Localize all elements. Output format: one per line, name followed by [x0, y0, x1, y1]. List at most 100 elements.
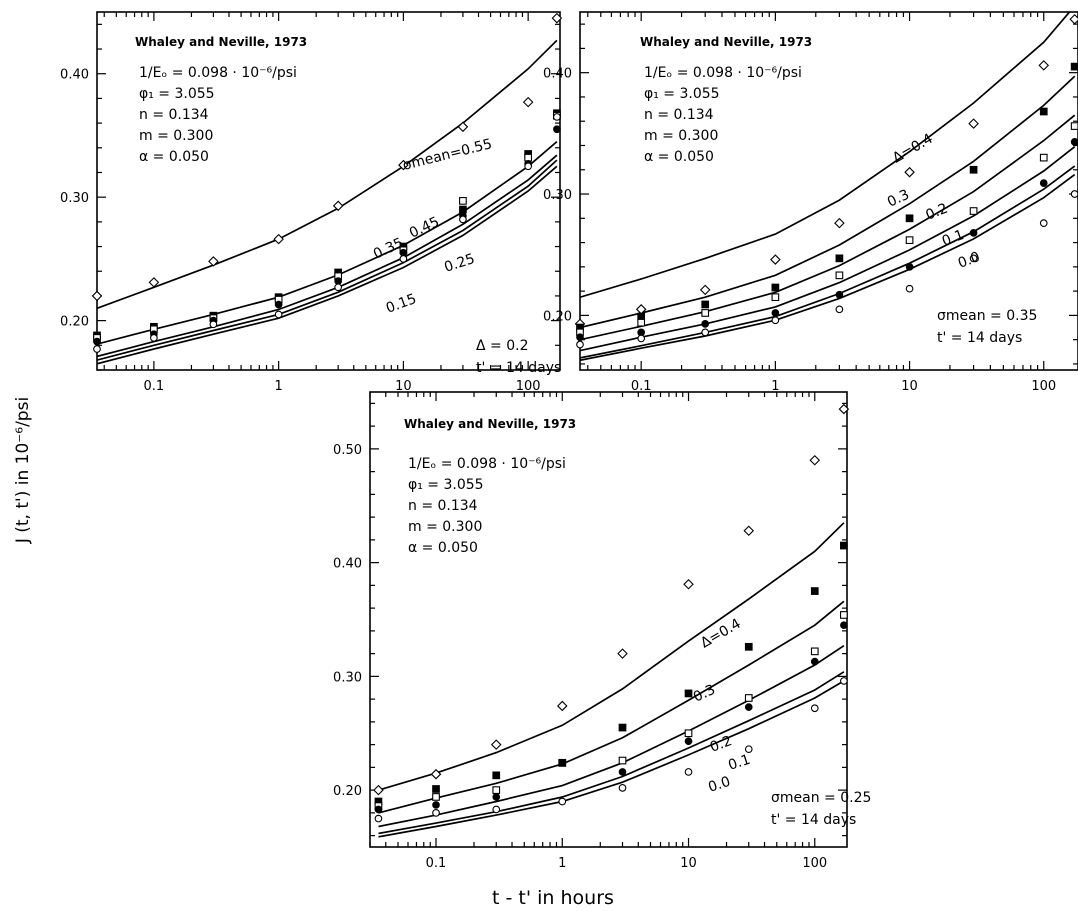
data-point-diamond-open: [91, 290, 103, 302]
data-point-circle-filled: [558, 758, 567, 767]
data-point-diamond-open: [373, 784, 384, 796]
series-label: 0.1: [940, 227, 966, 250]
param-text: m = 0.300: [644, 128, 718, 144]
x-tick-label: 10: [395, 379, 412, 394]
data-point-square-filled: [492, 771, 501, 780]
data-point-circle-filled: [618, 768, 627, 776]
data-point-diamond-open: [457, 121, 469, 133]
x-tick-label: 0.1: [426, 856, 447, 871]
data-point-circle-open: [684, 768, 693, 776]
param-text: α = 0.050: [644, 149, 714, 165]
data-point-diamond-open: [273, 233, 284, 245]
x-axis-label: t - t' in hours: [492, 887, 614, 909]
data-point-diamond-open: [551, 12, 563, 24]
source-text: Whaley and Neville, 1973: [135, 35, 307, 49]
data-point-circle-filled: [553, 125, 561, 134]
data-point-square-open: [492, 786, 501, 794]
x-tick-label: 100: [802, 856, 827, 871]
data-point-square-open: [684, 729, 693, 738]
data-point-diamond-open: [834, 217, 845, 229]
data-point-circle-filled: [274, 300, 283, 309]
y-tick-label: 0.20: [60, 315, 89, 330]
data-point-diamond-open: [809, 454, 821, 466]
x-tick-label: 1: [558, 856, 566, 871]
series-label: Δ=0.4: [698, 616, 744, 652]
data-point-diamond-open: [556, 700, 568, 712]
data-point-diamond-open: [617, 648, 628, 659]
data-point-circle-open: [969, 254, 978, 263]
panel-top-left: 0.1 1 10 1000.200.300.40σmean=0.550.450.350…: [60, 11, 563, 394]
data-point-circle-filled: [744, 703, 753, 711]
y-tick-label: 0.40: [543, 67, 572, 82]
y-tick-label: 0.40: [333, 557, 362, 572]
data-point-circle-open: [274, 310, 283, 319]
data-point-circle-open: [1070, 190, 1078, 198]
param-text: α = 0.050: [408, 540, 478, 556]
source-text: Whaley and Neville, 1973: [404, 417, 576, 431]
data-point-square-filled: [432, 785, 440, 793]
series-label: 0.1: [726, 752, 752, 774]
data-point-circle-open: [150, 334, 158, 342]
series-label: 0.2: [708, 733, 734, 756]
data-point-circle-open: [558, 797, 567, 806]
data-point-square-filled: [684, 689, 693, 698]
data-point-circle-filled: [334, 277, 343, 285]
data-point-square-open: [618, 756, 627, 765]
param-text: 1/Eₒ = 0.098 · 10⁻⁶/psi: [408, 456, 566, 472]
series-line: [378, 522, 845, 791]
data-point-circle-filled: [810, 657, 819, 666]
data-point-diamond-open: [1069, 14, 1078, 25]
data-point-circle-open: [840, 677, 848, 685]
data-point-diamond-open: [148, 277, 160, 288]
data-point-square-open: [1039, 153, 1048, 162]
data-point-circle-open: [459, 215, 467, 224]
param-text: n = 0.134: [644, 107, 714, 123]
data-point-circle-filled: [432, 801, 440, 809]
param-text: 1/Eₒ = 0.098 · 10⁻⁶/psi: [644, 65, 802, 81]
data-point-square-open: [459, 197, 467, 205]
y-tick-label: 0.30: [543, 188, 572, 203]
y-tick-label: 0.20: [333, 784, 362, 799]
data-point-square-open: [701, 309, 710, 317]
data-point-square-open: [771, 293, 780, 302]
data-point-diamond-open: [770, 254, 781, 265]
data-point-circle-open: [209, 320, 218, 329]
data-point-square-filled: [459, 205, 467, 214]
note-text: t' = 14 days: [937, 330, 1022, 346]
data-point-circle-filled: [576, 333, 584, 342]
data-point-circle-open: [374, 814, 383, 823]
series-label: 0.0: [956, 249, 982, 272]
data-point-circle-open: [93, 345, 101, 353]
series-label: σmean=0.55: [401, 136, 494, 174]
data-point-square-open: [840, 611, 848, 619]
data-point-circle-open: [905, 284, 914, 293]
data-point-square-open: [810, 647, 819, 656]
data-point-diamond-open: [490, 739, 502, 750]
data-point-square-open: [905, 236, 914, 244]
series-label: 0.45: [407, 214, 442, 242]
data-point-circle-open: [553, 113, 561, 121]
data-point-circle-filled: [1070, 138, 1078, 146]
data-point-diamond-open: [743, 525, 755, 537]
data-point-square-open: [637, 318, 646, 327]
data-point-square-filled: [810, 587, 819, 595]
data-point-diamond-open: [683, 578, 694, 590]
data-point-diamond-open: [398, 159, 409, 171]
y-axis-label: J (t, t') in 10⁻⁶/psi: [13, 397, 33, 544]
series-label: 0.0: [706, 774, 732, 796]
data-point-circle-open: [432, 809, 440, 817]
x-tick-label: 1: [274, 379, 282, 394]
note-text: Δ = 0.2: [476, 338, 528, 354]
series-line: [378, 671, 845, 835]
data-point-square-filled: [969, 165, 978, 174]
data-point-diamond-open: [1038, 60, 1050, 71]
series-label: 0.15: [384, 291, 419, 317]
series-line: [580, 12, 1071, 299]
param-text: φ₁ = 3.055: [139, 86, 215, 102]
data-point-square-filled: [840, 541, 848, 550]
data-point-square-filled: [835, 254, 844, 263]
data-point-diamond-open: [332, 200, 344, 212]
data-point-circle-filled: [771, 309, 780, 317]
data-point-circle-filled: [492, 793, 501, 801]
